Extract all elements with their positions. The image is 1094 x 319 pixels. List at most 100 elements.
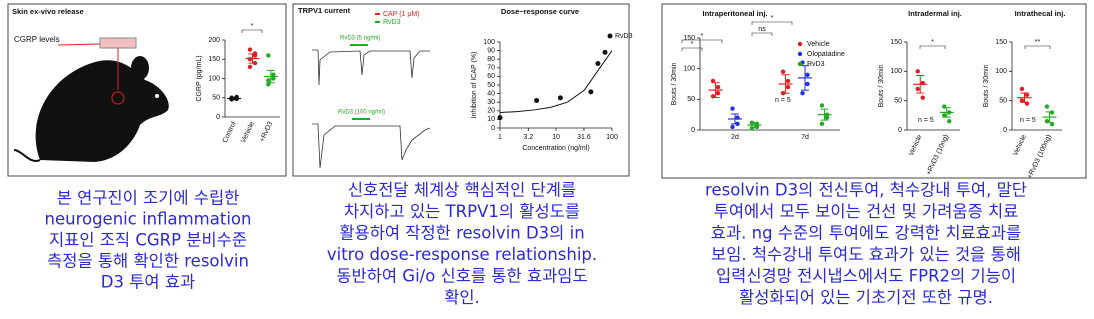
caption-line: 입력신경망 전시냅스에서도 FPR2의 기능이 [716, 267, 1016, 286]
caption-line: 신호전달 체계상 핵심적인 단계를 [348, 181, 576, 200]
trace-label: CAP (1 μM) [383, 11, 420, 18]
caption-line: 확인. [444, 288, 480, 307]
caption-line: 활용하여 작정한 resolvin D3의 in [339, 224, 584, 243]
y-tick-label: 10 [487, 116, 495, 123]
error-bar [1020, 92, 1029, 103]
significance-bracket [1024, 45, 1051, 49]
x-tick-label: 7d [801, 134, 809, 141]
y-tick-label: 30 [487, 99, 495, 106]
data-point [780, 69, 786, 74]
panel-frame [292, 3, 630, 177]
data-point [915, 86, 920, 92]
caption-line: neurogenic inflammation [45, 210, 252, 229]
y-tick-label: 150 [890, 39, 902, 46]
trace-label: RvD3 [383, 19, 401, 26]
legend-marker [797, 61, 803, 67]
data-point [730, 124, 735, 130]
panel-title: Skin ex-vivo release [12, 7, 84, 16]
x-tick-label: Vehicle [1012, 134, 1028, 158]
data-point [557, 95, 563, 101]
y-tick-label: 100 [683, 66, 695, 73]
panel-frame [7, 3, 287, 177]
data-point [271, 72, 276, 77]
caption-line: 효과. ng 수준의 투여에도 강력한 치료효과를 [711, 224, 1021, 243]
x-tick-label: 100 [606, 134, 618, 141]
chart-title: Intrathecal inj. [1015, 9, 1066, 18]
data-point [1019, 86, 1025, 92]
data-point [1049, 110, 1055, 115]
significance-label: ** [1035, 39, 1041, 46]
data-point [715, 84, 721, 90]
y-axis-label: Bouts / 30min [878, 64, 885, 107]
caption-line: 활성화되어 있는 기초기전 또한 규명. [739, 288, 993, 307]
y-tick-label: 200 [208, 37, 220, 44]
significance-bracket [681, 47, 703, 51]
x-tick-label: Vehicle [908, 134, 924, 158]
data-point [805, 81, 810, 87]
significance-label: ns [758, 26, 766, 33]
y-axis-label: Bouts / 30min [671, 62, 678, 105]
y-tick-label: 100 [995, 68, 1007, 75]
y-tick-label: 0 [898, 127, 902, 134]
illustration-label: CGRP levels [14, 35, 60, 44]
mouse-illustration [13, 37, 169, 162]
y-axis-label: Inhibition of ICAP (%) [471, 52, 478, 119]
data-point [785, 78, 791, 84]
legend-label: RvD3 [615, 33, 633, 40]
caption-line: 보임. 척수강내 투여도 효과가 있는 것을 통해 [711, 245, 1021, 264]
annotation: n = 5 [775, 97, 791, 104]
data-point [534, 97, 540, 103]
data-point [947, 119, 952, 124]
data-point [266, 53, 271, 58]
y-tick-label: 80 [487, 56, 495, 63]
annotation: n = 5 [918, 117, 934, 124]
y-tick-label: 40 [487, 90, 495, 97]
significance-bracket [681, 39, 723, 43]
caption-line: D3 투여 효과 [101, 273, 195, 292]
current-traces [312, 13, 431, 169]
caption-line: 측정을 통해 확인한 resolvin [47, 252, 249, 271]
x-axis-label: Concentration (ng/ml) [522, 145, 589, 152]
y-tick-label: 60 [487, 73, 495, 80]
y-tick-label: 0 [491, 125, 495, 132]
data-point [1049, 121, 1055, 127]
annotation: n = 5 [1020, 117, 1036, 124]
data-point [715, 91, 721, 96]
y-tick-label: 150 [208, 56, 220, 63]
data-point [920, 95, 925, 100]
error-bar [731, 113, 739, 125]
y-axis-label: Bouts / 30min [983, 64, 990, 107]
fit-curve [499, 50, 613, 114]
error-bar [1045, 111, 1054, 123]
data-point [749, 125, 755, 131]
y-tick-label: 100 [483, 39, 495, 46]
data-point [824, 115, 830, 120]
error-bar [750, 122, 759, 129]
data-point [247, 57, 253, 62]
chart-title: Dose−response curve [501, 7, 579, 16]
legend-label: Vehicle [807, 41, 830, 48]
data-point [271, 76, 276, 81]
x-tick-label: Control [222, 120, 238, 144]
y-tick-label: 50 [687, 96, 695, 103]
significance-bracket [751, 21, 793, 25]
y-tick-label: 50 [212, 95, 220, 102]
legend-marker [607, 33, 613, 39]
y-tick-label: 100 [208, 75, 220, 82]
y-tick-label: 90 [487, 47, 495, 54]
chart-title: Intraperitoneal inj. [702, 9, 767, 18]
legend-marker [797, 51, 803, 57]
y-tick-label: 0 [691, 127, 695, 134]
caption-line: 차지하고 있는 TRPV1의 활성도를 [344, 202, 580, 221]
y-tick-label: 20 [487, 108, 495, 115]
data-point [247, 47, 253, 52]
legend-label: RvD3 [807, 61, 825, 68]
error-bar [942, 107, 951, 118]
panel-frame [661, 3, 1087, 179]
x-tick-label: +RvD3 (100ng) [1026, 134, 1052, 180]
data-point [588, 89, 594, 95]
x-tick-label: 2d [731, 134, 739, 141]
data-point [800, 91, 805, 96]
chart-title: Intradermal inj. [908, 9, 962, 18]
significance-label: * [931, 39, 934, 46]
